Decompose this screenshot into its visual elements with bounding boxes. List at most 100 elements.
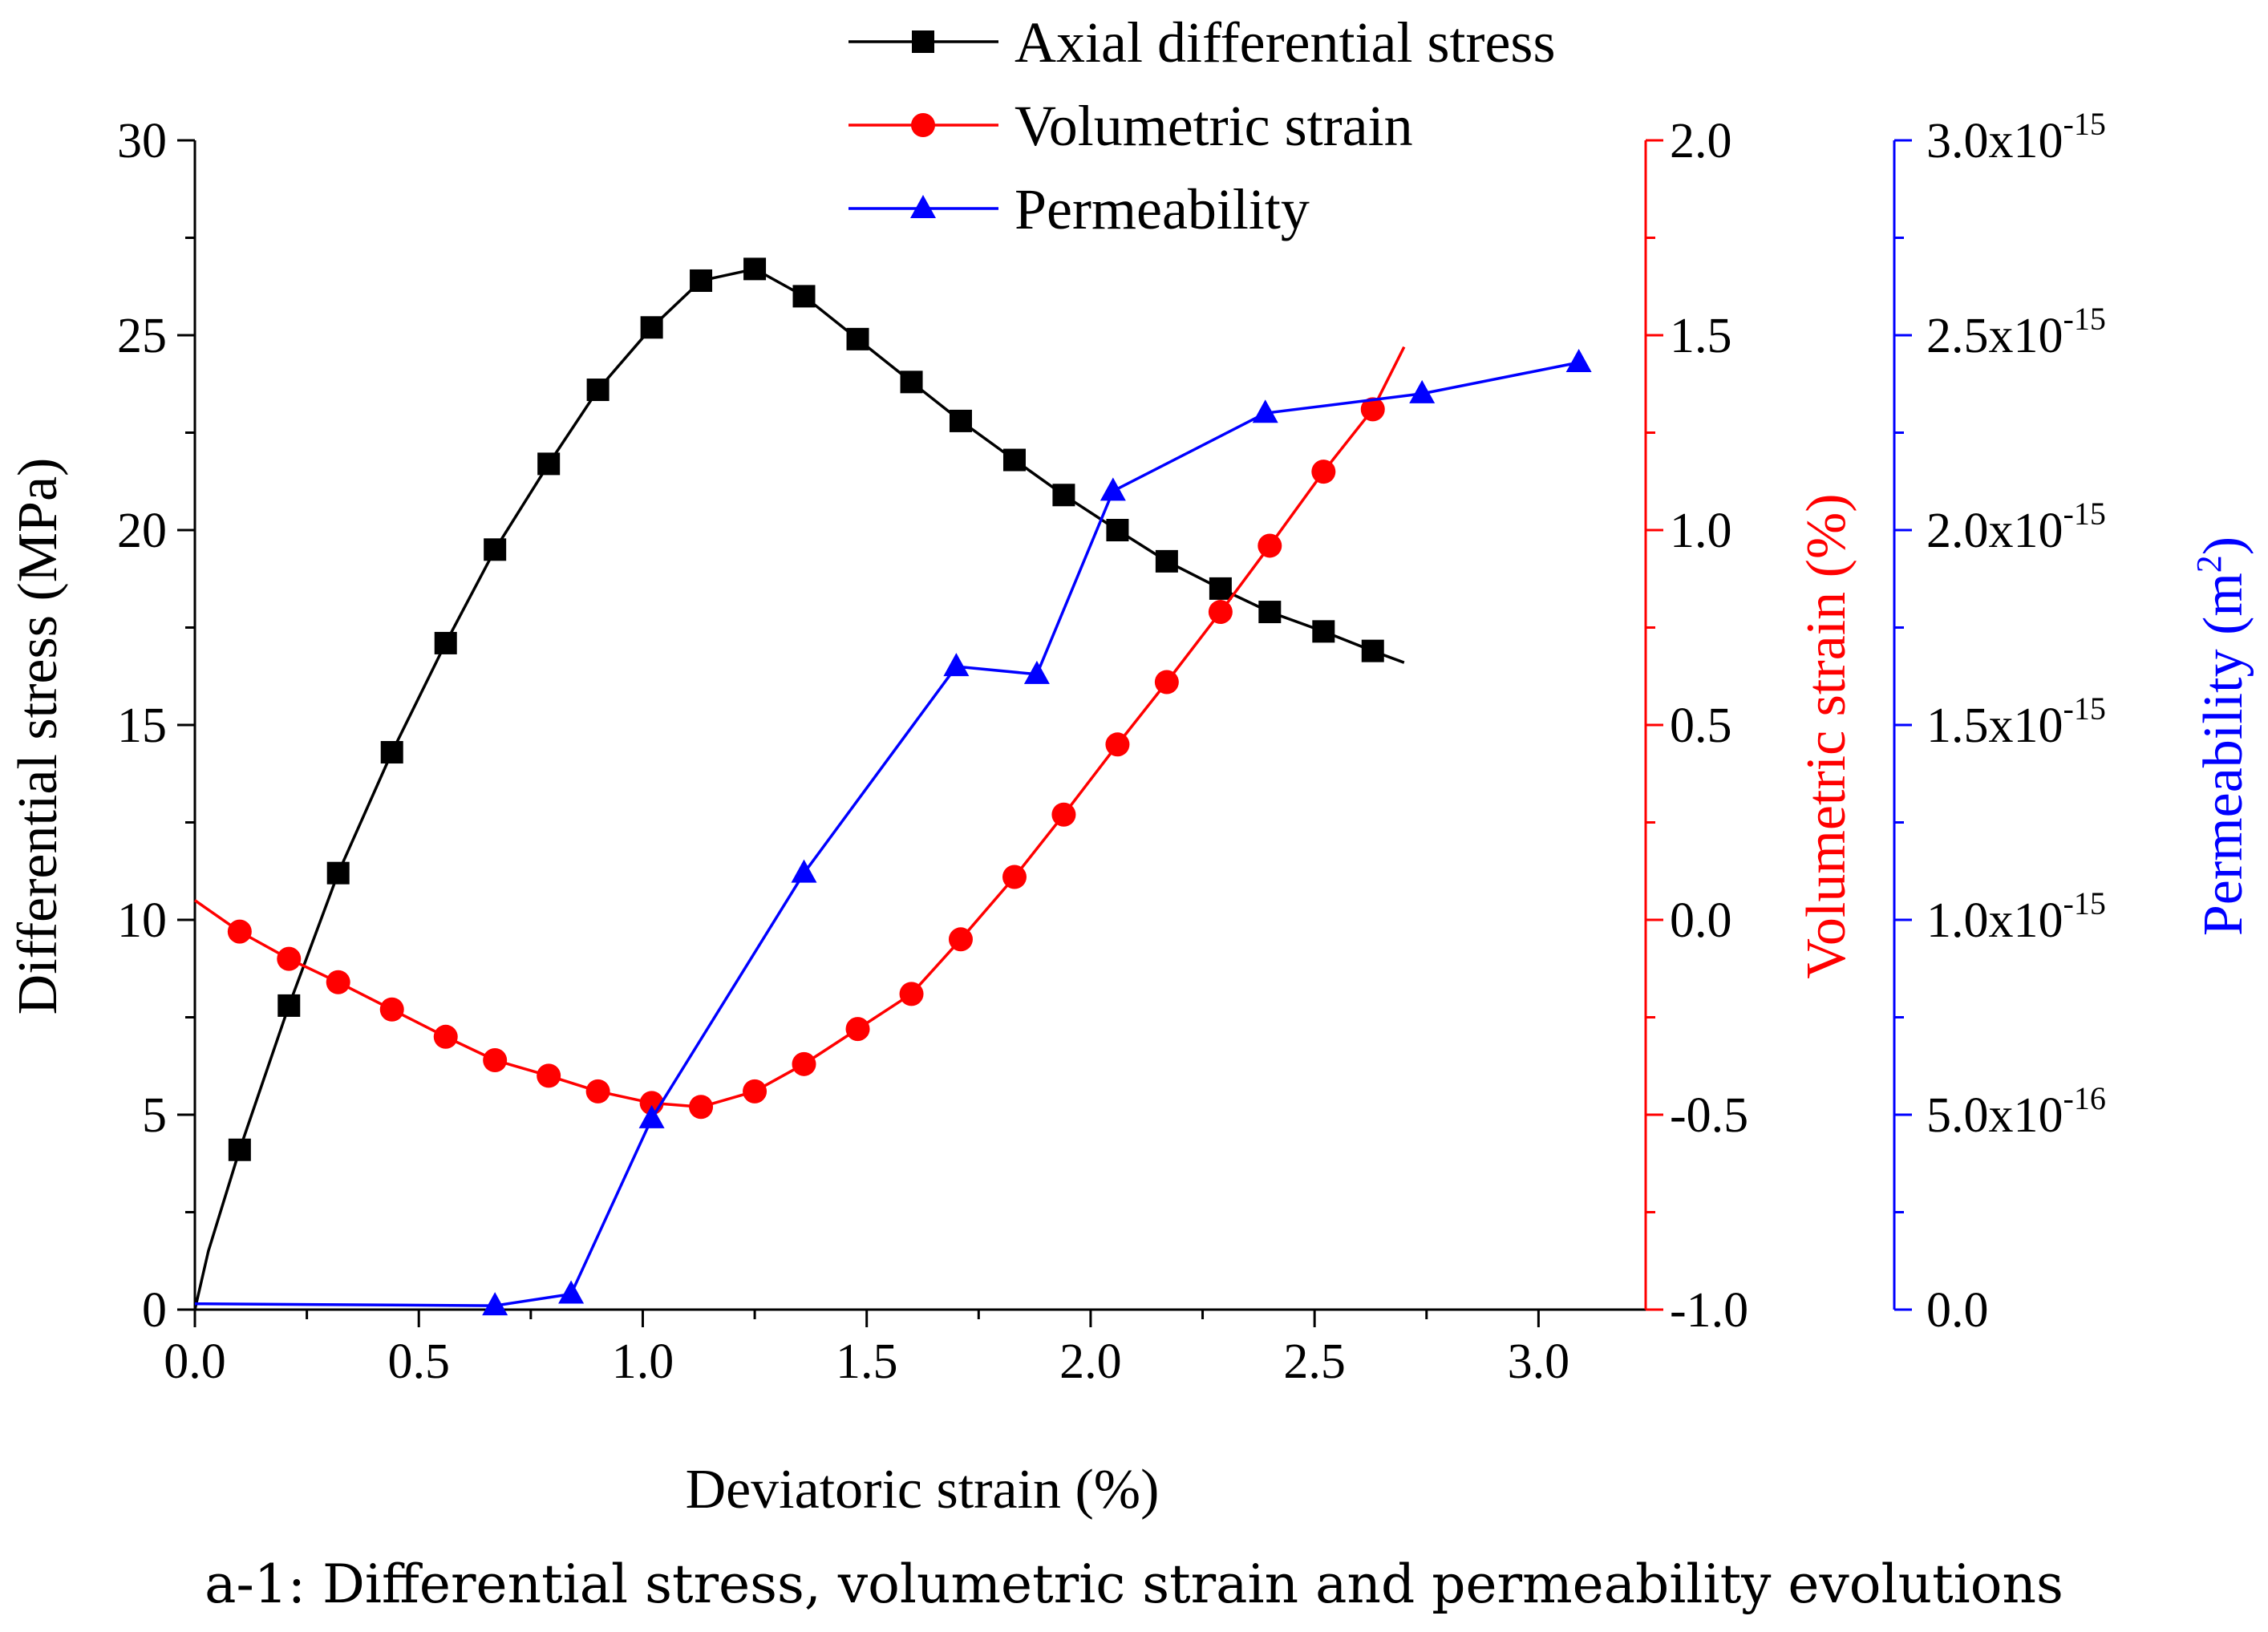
- volumetric-strainpoint: [743, 1079, 767, 1104]
- volumetric-tick-label: 0.0: [1670, 893, 1732, 948]
- volumetric-strainline: [193, 346, 1406, 1109]
- axial-differential-stresspoint: [1155, 549, 1178, 573]
- legend-label: Axial differential stress: [1015, 10, 1555, 75]
- permeability-tick-mantissa: 2.0x10: [1926, 504, 2063, 558]
- legend-marker: [910, 195, 936, 218]
- left-tick-label: 5: [142, 1088, 167, 1143]
- permeability-tick-mantissa: 0.0: [1926, 1283, 1989, 1338]
- permeability-tick-mantissa: 5.0x10: [1926, 1088, 2063, 1143]
- axial-differential-stresspoint: [586, 379, 610, 402]
- permeability-tick-label: 2.5x10-15: [1926, 301, 2106, 363]
- volumetric-tick-label: 1.5: [1670, 309, 1732, 363]
- permeability-tick-exponent: -15: [2063, 885, 2106, 921]
- permeability-tick-label: 1.0x10-15: [1926, 885, 2106, 948]
- permeability-tick-exponent: -15: [2063, 301, 2106, 337]
- volumetric-strainpoint: [1154, 670, 1179, 695]
- axial-differential-stresspoint: [690, 269, 713, 292]
- axial-differential-stressline: [193, 267, 1405, 1310]
- legend-label: Permeability: [1015, 177, 1310, 241]
- x-axis-title: Deviatoric strain (%): [686, 1459, 1160, 1521]
- x-tick-label: 3.0: [1508, 1334, 1570, 1389]
- left-tick-label: 15: [117, 699, 167, 753]
- volumetric-strainpoint: [689, 1095, 714, 1120]
- permeabilitypoint: [558, 1280, 585, 1304]
- axial-differential-stresspoint: [1361, 639, 1384, 662]
- volumetric-strainpoint: [277, 946, 302, 971]
- axial-differential-stresspoint: [277, 994, 301, 1017]
- left-tick-label: 30: [117, 114, 167, 168]
- axial-differential-stresspoint: [1052, 484, 1075, 507]
- permeability-tick-mantissa: 1.5x10: [1926, 699, 2063, 753]
- volumetric-strainpoint: [483, 1047, 508, 1072]
- axial-differential-stresspoint: [640, 316, 663, 339]
- permeability-tick-label: 0.0: [1926, 1283, 1989, 1338]
- axes: 0.0 0.5 1.0 1.5 2.0 2.5 3.0 0 5 10 15 20 25 30 -1.0 -0.…: [117, 106, 2106, 1389]
- permeabilitypoint: [1565, 349, 1592, 373]
- permeability-tick-label: 1.5x10-15: [1926, 690, 2106, 753]
- volumetric-strainpoint: [585, 1079, 610, 1104]
- permeabilityline: [194, 361, 1579, 1307]
- volumetric-strainpoint: [379, 997, 404, 1022]
- left-tick-label: 0: [142, 1283, 167, 1338]
- permeability-tick-mantissa: 1.0x10: [1926, 893, 2063, 948]
- permeability-tick-label: 5.0x10-16: [1926, 1080, 2106, 1143]
- series-lines: [193, 257, 1592, 1316]
- permeability-axis-title-sup: 2: [2189, 555, 2229, 573]
- permeability-tick-label: 2.0x10-15: [1926, 496, 2106, 558]
- left-y-axis-title: Differential stress (MPa): [7, 458, 69, 1015]
- volumetric-tick-label: 2.0: [1670, 114, 1732, 168]
- axial-differential-stresspoint: [900, 371, 923, 394]
- left-tick-label: 20: [117, 504, 167, 558]
- figure-caption: a-1: Differential stress, volumetric str…: [205, 1553, 2063, 1615]
- volumetric-strainpoint: [948, 927, 973, 952]
- volumetric-strainpoint: [845, 1017, 870, 1042]
- permeabilitypoint: [943, 653, 970, 677]
- permeability-tick-exponent: -15: [2063, 690, 2106, 727]
- legend-label: Volumetric strain: [1015, 94, 1413, 158]
- volumetric-tick-label: 0.5: [1670, 699, 1732, 753]
- volumetric-strainpoint: [1360, 397, 1385, 422]
- permeability-tick-mantissa: 3.0x10: [1926, 114, 2063, 168]
- axial-differential-stresspoint: [1002, 448, 1026, 472]
- x-tick-label: 2.5: [1283, 1334, 1346, 1389]
- permeabilitypoint: [1023, 660, 1050, 684]
- permeability-tick-label: 3.0x10-15: [1926, 106, 2106, 168]
- axial-differential-stresspoint: [434, 631, 457, 654]
- x-tick-label: 1.0: [612, 1334, 674, 1389]
- legend-marker: [912, 30, 934, 53]
- axial-differential-stresspoint: [1209, 577, 1232, 600]
- x-tick-label: 0.0: [164, 1334, 226, 1389]
- permeabilitypoint: [1252, 399, 1278, 423]
- permeability-tick-exponent: -15: [2063, 106, 2106, 142]
- permeabilitypoint: [482, 1292, 508, 1316]
- volumetric-strainpoint: [227, 919, 252, 944]
- permeability-tick-exponent: -16: [2063, 1080, 2106, 1116]
- left-tick-label: 25: [117, 309, 167, 363]
- axial-differential-stresspoint: [228, 1138, 251, 1161]
- axial-differential-stresspoint: [380, 741, 403, 764]
- volumetric-axis-title: Volumetric strain (%): [1796, 493, 1857, 978]
- axial-differential-stresspoint: [792, 285, 816, 308]
- permeability-axis-title: Permeability (m2): [2189, 537, 2254, 936]
- left-tick-label: 10: [117, 893, 167, 948]
- volumetric-strainpoint: [433, 1024, 458, 1049]
- axial-differential-stresspoint: [537, 452, 561, 476]
- volumetric-strainpoint: [1311, 460, 1336, 484]
- axial-differential-stresspoint: [1312, 620, 1335, 643]
- legend-marker: [911, 113, 935, 137]
- axial-differential-stresspoint: [1258, 601, 1282, 624]
- axial-differential-stresspoint: [743, 257, 767, 281]
- permeabilitypoint: [638, 1104, 665, 1128]
- volumetric-tick-label: 1.0: [1670, 504, 1732, 558]
- volumetric-strainpoint: [792, 1051, 816, 1076]
- x-tick-label: 1.5: [836, 1334, 898, 1389]
- permeability-tick-mantissa: 2.5x10: [1926, 309, 2063, 363]
- volumetric-strainpoint: [1105, 732, 1130, 757]
- legend: Axial differential stress Volumetric stra…: [848, 10, 1555, 241]
- volumetric-strainpoint: [537, 1063, 561, 1088]
- volumetric-strainpoint: [326, 970, 350, 994]
- volumetric-strainpoint: [1002, 865, 1027, 889]
- volumetric-strainpoint: [1051, 802, 1076, 827]
- axial-differential-stresspoint: [846, 327, 869, 350]
